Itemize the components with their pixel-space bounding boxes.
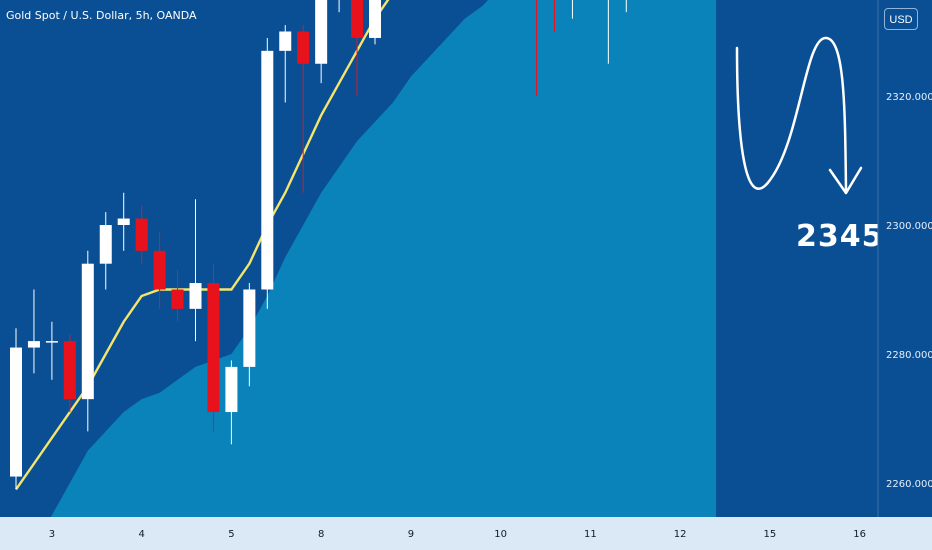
x-tick-label: 9 [408,529,414,540]
candle-body [369,0,381,38]
y-axis-panel [878,0,932,550]
candle-body [63,341,76,400]
x-tick-label: 5 [228,529,234,540]
candle-body [153,250,166,290]
currency-button[interactable]: USD [884,8,918,30]
candle-body [189,283,202,309]
candle-body [10,347,22,477]
x-tick-label: 3 [49,529,55,540]
x-tick-label: 16 [853,529,866,540]
y-tick-label: 2300.000 [886,221,932,232]
candle-body [297,31,310,64]
candle-body [315,0,328,64]
candle-body [135,218,148,251]
moving-average-line [15,0,390,491]
candle-body [279,31,292,51]
candle-body [261,50,274,290]
arrow-head-icon [828,166,863,195]
x-tick-label: 8 [318,529,324,540]
candle-body [225,366,238,413]
y-tick-label: 2280.000 [886,350,932,361]
candle-body [243,289,256,367]
y-tick-label: 2260.000 [886,479,932,490]
x-tick-label: 11 [584,529,597,540]
chart-title: Gold Spot / U.S. Dollar, 5h, OANDA [6,9,197,22]
candle-body [27,341,40,348]
axis-corner [878,517,932,550]
x-tick-label: 10 [494,529,507,540]
candle-body [81,263,94,400]
candle-body [45,341,58,343]
x-tick-label: 4 [138,529,144,540]
x-axis-panel [0,517,878,550]
x-tick-label: 12 [674,529,687,540]
projection-curve [735,36,848,192]
candle-body [171,289,184,309]
candle-body [207,283,220,413]
y-tick-label: 2320.000 [886,92,932,103]
candle-body [351,0,364,38]
area-series [16,0,717,550]
candle-body [117,218,130,225]
x-tick-label: 15 [764,529,777,540]
candle-body [99,225,112,264]
